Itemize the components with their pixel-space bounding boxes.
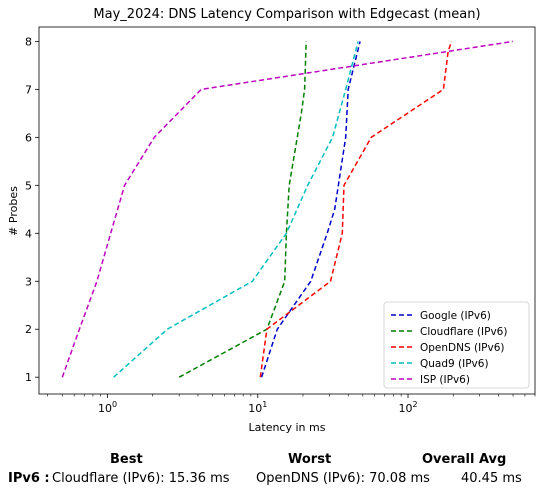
summary-best-value: Cloudflare (IPv6): 15.36 ms: [52, 471, 230, 486]
y-tick-label: 5: [25, 179, 32, 192]
y-tick-label: 4: [25, 227, 32, 240]
y-tick-label: 3: [25, 275, 32, 288]
legend-label-2: OpenDNS (IPv6): [420, 342, 505, 354]
y-axis-label: # Probes: [7, 186, 20, 236]
y-tick-label: 2: [25, 323, 32, 336]
y-tick-label: 6: [25, 131, 32, 144]
legend-label-0: Google (IPv6): [420, 310, 491, 322]
series-line-3: [113, 41, 359, 378]
latency-chart: May_2024: DNS Latency Comparison with Ed…: [7, 7, 536, 434]
series-line-0: [260, 41, 361, 378]
y-tick-label: 1: [25, 371, 32, 384]
legend-label-3: Quad9 (IPv6): [420, 358, 489, 370]
legend-label-1: Cloudflare (IPv6): [420, 326, 507, 338]
x-tick-label: 100: [98, 400, 117, 415]
y-tick-label: 8: [25, 35, 32, 48]
legend-box: [383, 301, 530, 389]
legend-label-4: ISP (IPv6): [420, 374, 470, 386]
summary-header-worst: Worst: [288, 452, 332, 467]
series-line-4: [61, 40, 514, 378]
x-tick-label: 102: [398, 400, 417, 415]
summary-row-label: IPv6 :: [8, 471, 50, 486]
series-line-1: [178, 41, 307, 378]
summary-avg-value: 40.45 ms: [461, 471, 522, 486]
summary-header-best: Best: [110, 452, 143, 467]
y-tick-label: 7: [25, 83, 32, 96]
plot-frame: [38, 26, 536, 395]
x-tick-label: 101: [248, 400, 267, 415]
summary-worst-value: OpenDNS (IPv6): 70.08 ms: [256, 471, 430, 486]
series-line-2: [259, 41, 453, 378]
summary-header-avg: Overall Avg: [422, 452, 507, 467]
chart-title: May_2024: DNS Latency Comparison with Ed…: [93, 7, 480, 22]
x-axis-label: Latency in ms: [249, 421, 326, 434]
